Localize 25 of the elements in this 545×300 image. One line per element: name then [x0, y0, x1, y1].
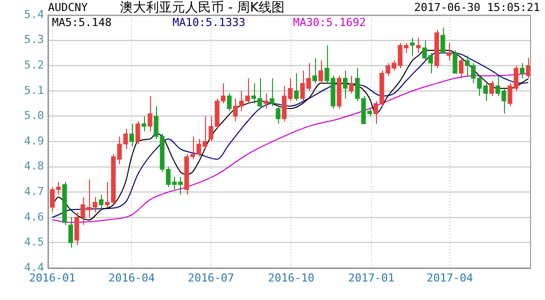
text: MA10:5.1333 [172, 16, 246, 29]
candlestick [446, 42, 452, 62]
x-tick-label: 2017-01 [348, 271, 395, 284]
y-tick-label: 4.5 [24, 236, 44, 249]
y-tick-label: 4.4 [24, 260, 44, 274]
y-tick-label: 5.3 [24, 33, 44, 46]
y-tick-label: 5.1 [24, 84, 44, 97]
x-tick-label: 2016-07 [188, 271, 234, 284]
text: MA5:5.148 [52, 16, 112, 29]
x-tick-label: 2016-01 [29, 271, 76, 284]
x-tick-label: 2016-04 [108, 271, 156, 284]
candlestick [270, 78, 274, 107]
y-tick-label: 4.8 [24, 160, 44, 173]
y-tick-label: 5.2 [24, 58, 44, 72]
y-tick-label: 4.9 [24, 134, 44, 148]
chart-subtitle: AUDCNY [48, 0, 88, 14]
text: MA30:5.1692 [293, 16, 366, 29]
x-tick-label: 2017-04 [426, 271, 474, 284]
y-tick-label: 4.7 [24, 184, 44, 198]
x-tick-label: 2016-10 [268, 271, 314, 284]
y-tick-label: 5.4 [24, 8, 44, 21]
text: 2017-06-30 15:05:21 [414, 0, 540, 14]
chart-title: 澳大利亚元人民币 - 周K线图 [120, 0, 284, 16]
y-tick-label: 5.0 [24, 109, 44, 122]
y-tick-label: 4.6 [24, 210, 44, 224]
